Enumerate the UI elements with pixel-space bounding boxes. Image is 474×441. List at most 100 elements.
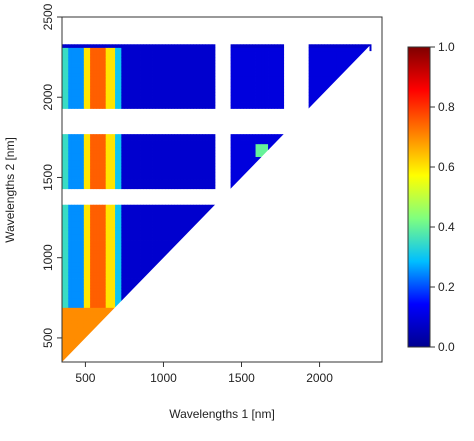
heatmap-cell: [271, 82, 275, 87]
heatmap-cell: [105, 281, 110, 286]
heatmap-cell: [236, 53, 241, 58]
heatmap-cell: [65, 291, 69, 296]
colorbar-ticks: 0.00.20.40.60.81.0: [430, 40, 455, 354]
heatmap-cell: [133, 265, 138, 270]
heatmap-cell: [243, 150, 247, 154]
heatmap-cell: [158, 172, 163, 177]
heatmap-cell: [105, 53, 110, 58]
heatmap-cell: [62, 342, 66, 347]
heatmap-cell: [105, 214, 110, 218]
heatmap-cell: [96, 79, 100, 84]
heatmap-cell: [202, 79, 207, 84]
heatmap-cell: [193, 89, 197, 93]
heatmap-cell: [136, 50, 141, 55]
heatmap-cell: [252, 60, 256, 64]
heatmap-cell: [90, 44, 94, 48]
heatmap-cell: [96, 47, 100, 52]
heatmap-cell: [118, 204, 122, 209]
heatmap-cell: [318, 79, 322, 84]
heatmap-cell: [127, 217, 132, 222]
heatmap-cell: [258, 137, 263, 141]
heatmap-cell: [77, 66, 82, 71]
heatmap-cell: [146, 98, 150, 103]
heatmap-cell: [155, 140, 160, 145]
heatmap-cell: [130, 163, 135, 167]
heatmap-cell: [86, 89, 91, 93]
heatmap-cell: [96, 105, 100, 109]
heatmap-cell: [274, 95, 278, 100]
heatmap-cell: [268, 60, 272, 64]
heatmap-cell: [90, 79, 94, 84]
heatmap-cell: [83, 227, 88, 231]
heatmap-cell: [86, 256, 91, 260]
heatmap-cell: [174, 95, 178, 100]
heatmap-cell: [321, 86, 325, 90]
heatmap-cell: [124, 230, 128, 235]
heatmap-cell: [161, 47, 166, 52]
heatmap-cell: [130, 214, 135, 218]
heatmap-cell: [121, 217, 125, 222]
heatmap-cell: [124, 166, 128, 170]
heatmap-cell: [146, 262, 150, 267]
heatmap-cell: [127, 230, 132, 235]
heatmap-cell: [65, 163, 69, 167]
heatmap-cell: [193, 98, 197, 103]
heatmap-cell: [208, 76, 213, 80]
heatmap-cell: [171, 243, 175, 247]
heatmap-cell: [183, 166, 188, 170]
heatmap-cell: [83, 137, 88, 141]
heatmap-cell: [277, 53, 281, 58]
heatmap-cell: [274, 137, 278, 141]
heatmap-cell: [71, 339, 75, 344]
heatmap-cell: [155, 146, 160, 151]
heatmap-cell: [211, 44, 216, 48]
heatmap-cell: [236, 89, 241, 93]
heatmap-cell: [118, 211, 122, 215]
heatmap-cell: [186, 102, 191, 106]
heatmap-cell: [121, 214, 125, 218]
heatmap-cell: [86, 140, 91, 145]
heatmap-cell: [133, 243, 138, 247]
heatmap-cell: [199, 137, 203, 141]
heatmap-cell: [65, 345, 69, 350]
heatmap-cell: [115, 44, 119, 48]
heatmap-cell: [65, 262, 69, 267]
heatmap-cell: [118, 169, 122, 174]
heatmap-cell: [74, 272, 79, 276]
heatmap-cell: [68, 320, 72, 324]
heatmap-cell: [86, 304, 91, 308]
heatmap-cell: [136, 169, 141, 174]
heatmap-cell: [158, 92, 163, 97]
heatmap-cell: [149, 169, 153, 174]
heatmap-cell: [261, 60, 266, 64]
heatmap-cell: [62, 79, 66, 84]
heatmap-cell: [62, 156, 66, 161]
heatmap-cell: [230, 134, 235, 138]
heatmap-cell: [86, 66, 91, 71]
heatmap-cell: [158, 57, 163, 61]
heatmap-cell: [264, 146, 269, 151]
heatmap-cell: [68, 246, 72, 251]
heatmap-cell: [161, 166, 166, 170]
heatmap-cell: [161, 182, 166, 186]
heatmap-cell: [71, 86, 75, 90]
heatmap-cell: [327, 66, 331, 71]
heatmap-cell: [143, 63, 147, 68]
heatmap-cell: [255, 63, 260, 68]
heatmap-cell: [71, 179, 75, 183]
heatmap-cell: [143, 134, 147, 138]
heatmap-cell: [140, 98, 144, 103]
heatmap-cell: [62, 230, 66, 235]
heatmap-cell: [165, 102, 169, 106]
heatmap-cell: [236, 134, 241, 138]
heatmap-cell: [90, 172, 94, 177]
heatmap-cell: [71, 140, 75, 145]
heatmap-cell: [71, 278, 75, 283]
heatmap-cell: [102, 265, 107, 270]
heatmap-cell: [71, 182, 75, 186]
heatmap-cell: [118, 227, 122, 231]
heatmap-cell: [205, 166, 210, 170]
heatmap-cell: [68, 175, 72, 180]
heatmap-cell: [196, 95, 200, 100]
heatmap-cell: [62, 140, 66, 145]
